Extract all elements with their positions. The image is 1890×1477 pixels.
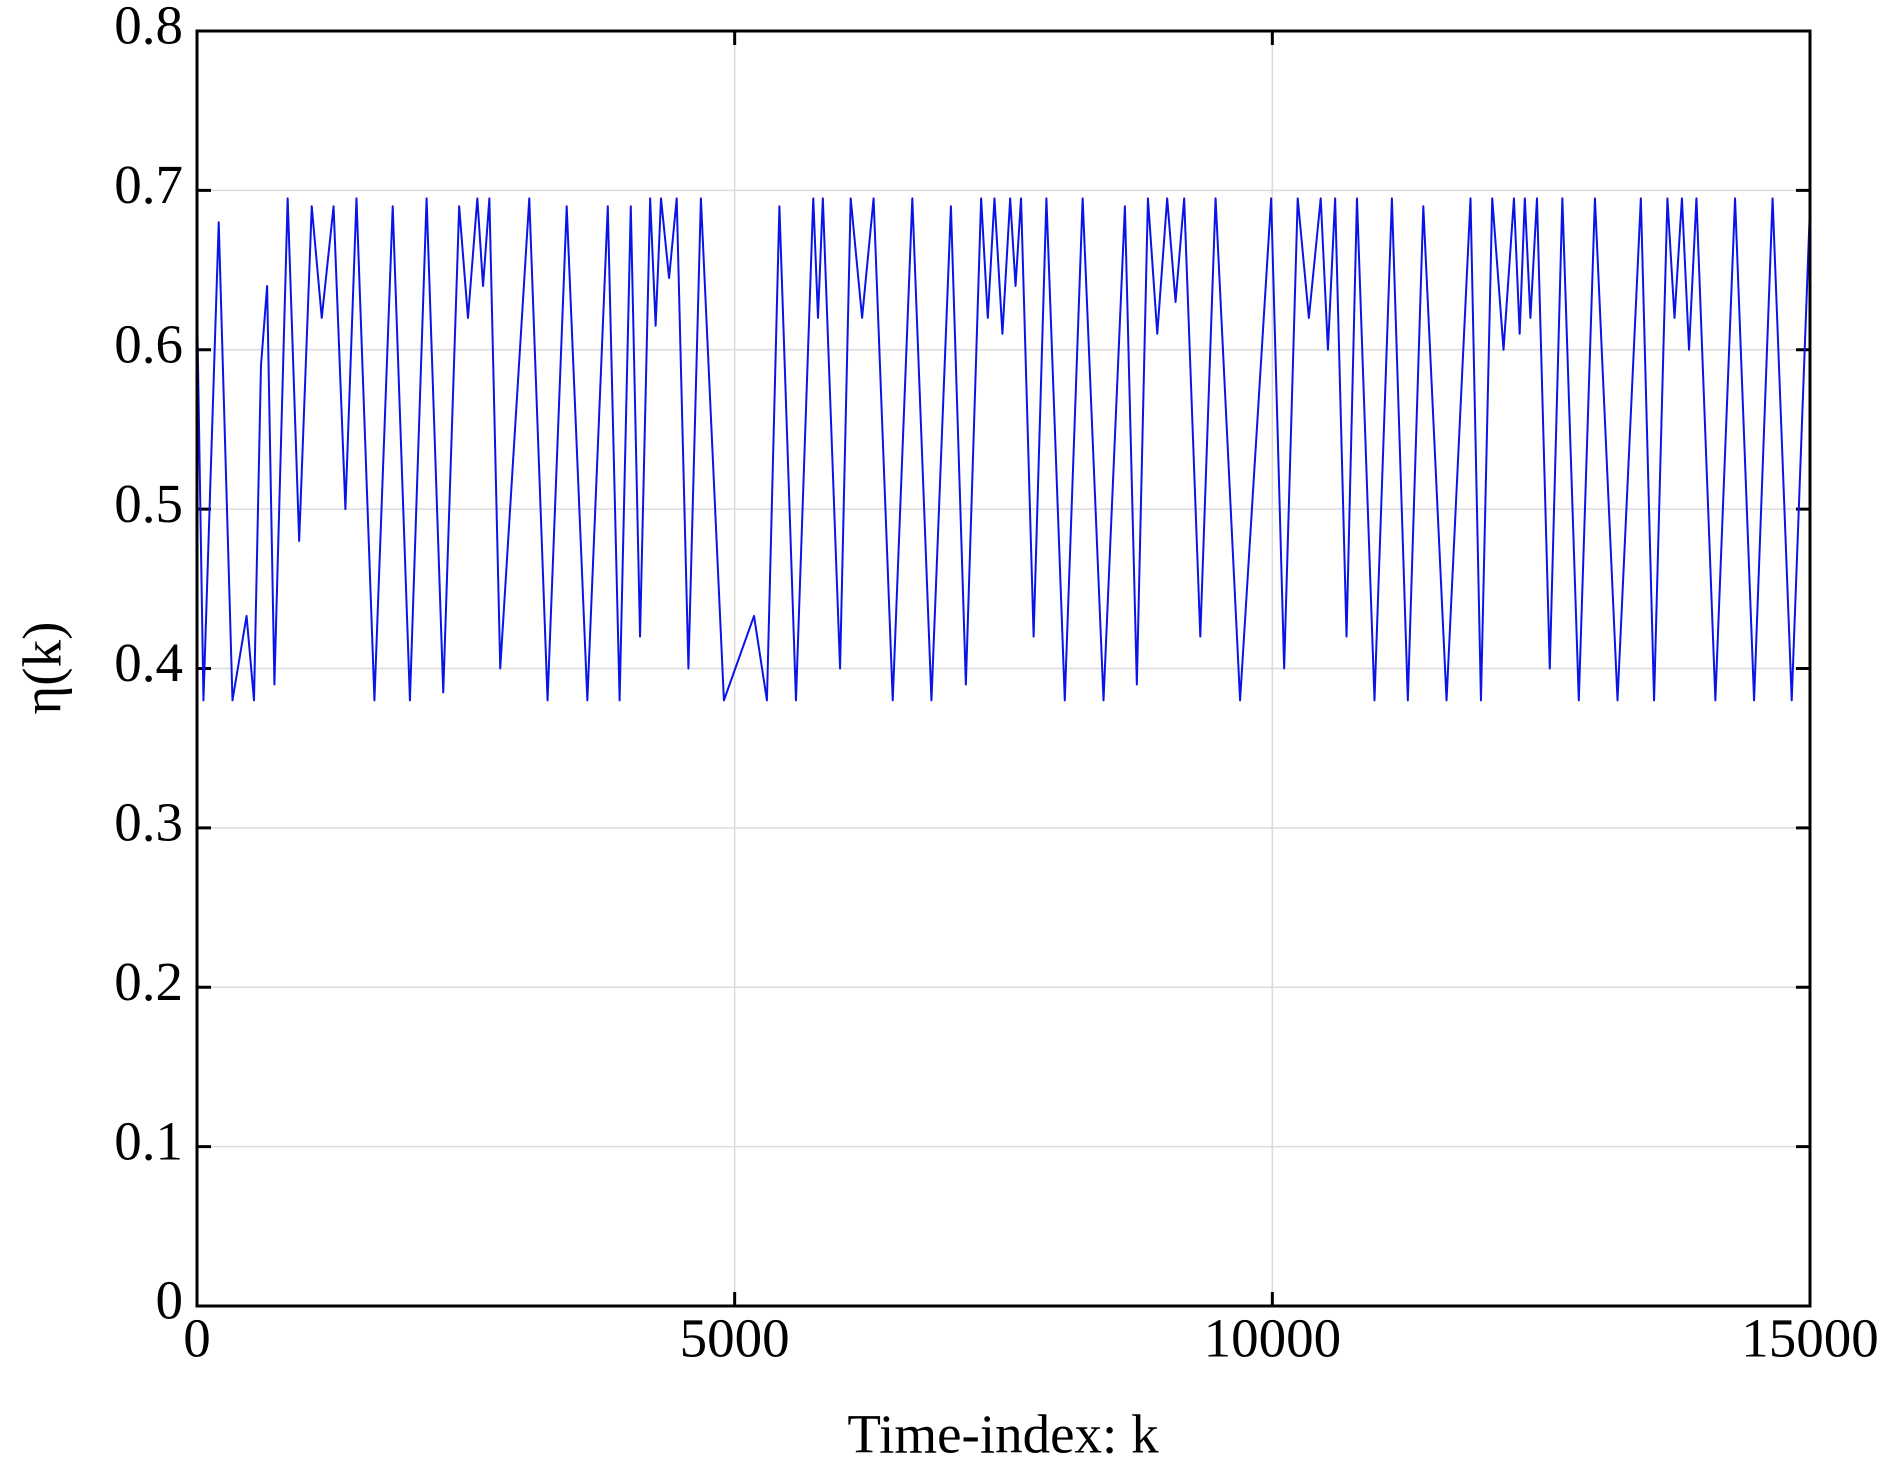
x-tick-label: 5000 <box>680 1308 790 1369</box>
y-tick-label: 0.6 <box>114 313 183 374</box>
y-tick-label: 0.5 <box>114 473 183 534</box>
data-line <box>196 197 1811 702</box>
y-tick-label: 0.4 <box>114 632 183 693</box>
x-tick-label: 10000 <box>1204 1308 1342 1369</box>
y-tick-label: 0.1 <box>114 1110 183 1171</box>
y-tick-label: 0.3 <box>114 792 183 853</box>
x-tick-label: 15000 <box>1741 1308 1879 1369</box>
plot-frame <box>195 29 1812 1308</box>
x-tick-label: 0 <box>183 1308 211 1369</box>
y-tick-label: 0.2 <box>114 951 183 1012</box>
y-axis-label: η(k) <box>12 622 73 715</box>
y-tick-label: 0 <box>156 1270 184 1331</box>
y-tick-label: 0.8 <box>114 0 183 56</box>
x-axis-label: Time-index: k <box>847 1404 1159 1465</box>
y-tick-label: 0.7 <box>114 154 183 215</box>
